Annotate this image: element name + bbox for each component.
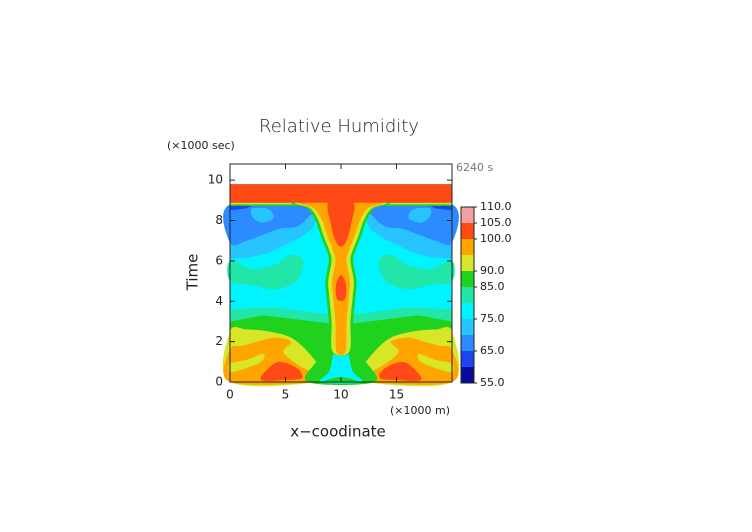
colorbar-band (461, 319, 474, 335)
colorbar-tick-label: 110.0 (480, 200, 512, 213)
colorbar-tick-label: 55.0 (480, 376, 505, 389)
y-tick-label: 4 (215, 294, 223, 308)
colorbar-band (461, 287, 474, 303)
y-tick-label: 2 (215, 334, 223, 348)
contour-region (230, 184, 452, 203)
colorbar-tick-label: 100.0 (480, 232, 512, 245)
colorbar-frame (460, 206, 475, 384)
x-axis-label: x−coodinate (290, 423, 386, 441)
contour-region (362, 201, 459, 246)
contour-region (417, 353, 454, 373)
contour-region (327, 199, 355, 247)
y-tick-label: 6 (215, 253, 223, 267)
contour-region (408, 207, 432, 223)
colorbar-tick-label: 85.0 (480, 280, 505, 293)
colorbar-tick-label: 65.0 (480, 344, 505, 357)
colorbar-band (461, 303, 474, 319)
contour-region (260, 361, 303, 381)
contour-region (379, 361, 422, 381)
time-annotation: 6240 s (456, 161, 493, 174)
contour-region (335, 275, 347, 302)
x-tick-label: 0 (226, 388, 234, 402)
colorbar-band (461, 239, 474, 255)
chart-title: Relative Humidity (259, 116, 419, 137)
colorbar-band (461, 335, 474, 351)
x-tick-label: 15 (389, 388, 404, 402)
contour-region (268, 232, 292, 244)
x-tick-label: 5 (282, 388, 290, 402)
contour-region (390, 232, 414, 244)
y-axis-label: Time (184, 254, 202, 292)
y-unit: (×1000 sec) (167, 139, 235, 152)
colorbar-tick-label: 90.0 (480, 264, 505, 277)
contour-region (227, 254, 304, 290)
colorbar-tick-label: 75.0 (480, 312, 505, 325)
x-tick-label: 10 (333, 388, 348, 402)
contour-field (222, 184, 460, 387)
colorbar-band (461, 255, 474, 271)
contour-region (228, 353, 265, 373)
colorbar-band (461, 351, 474, 367)
colorbar-band (461, 367, 474, 383)
colorbar-band (461, 271, 474, 287)
contour-region (250, 207, 274, 223)
contour-region (319, 331, 363, 384)
colorbar-band (461, 207, 474, 223)
colorbar-tick-label: 105.0 (480, 216, 512, 229)
y-tick-label: 10 (208, 173, 223, 187)
y-tick-label: 0 (215, 375, 223, 389)
x-unit: (×1000 m) (390, 404, 450, 417)
contour-region (223, 201, 320, 246)
y-tick-label: 8 (215, 213, 223, 227)
colorbar-band (461, 223, 474, 239)
contour-region (378, 254, 455, 290)
